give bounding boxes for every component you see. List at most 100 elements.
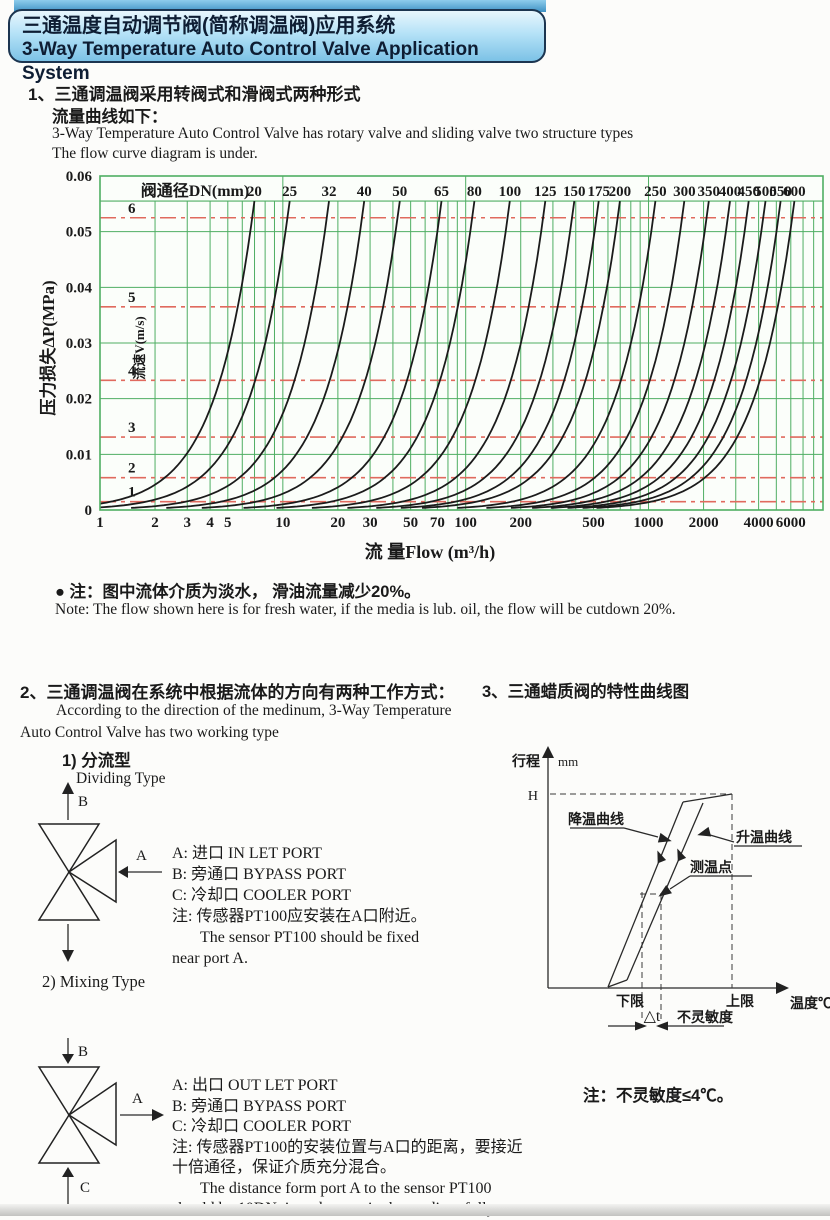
section1-heading-zh: 1、三通调温阀采用转阀式和滑阀式两种形式: [28, 85, 361, 104]
dn-label: 50: [392, 184, 407, 200]
flow-curve-dn-200: [421, 200, 621, 509]
plot-border: [99, 175, 824, 511]
dividing-legend-note-zh: 注: 传感器PT100应安装在A口附近。: [172, 908, 427, 925]
y-tick-label: 0.04: [66, 280, 93, 296]
port-c-arrow-down-icon: [62, 950, 74, 962]
x-tick-label: 3: [183, 515, 191, 531]
section2-line-en1: According to the direction of the medinu…: [56, 702, 452, 719]
mixing-valve-diagram: B A C: [37, 1038, 164, 1212]
flow-curve-dn-20: [99, 200, 256, 505]
valve-top-triangle: [37, 1066, 101, 1117]
upper-limit-label: 上限: [726, 993, 754, 1009]
y-tick-label: 0.01: [66, 447, 92, 463]
port-b-label: B: [78, 1044, 88, 1060]
dn-label: 600: [783, 184, 806, 200]
dn-label: 500: [754, 184, 777, 200]
flow-curve-dn-32: [131, 200, 330, 509]
x-axis-arrow-icon: [776, 982, 789, 994]
dn-label: 150: [563, 184, 586, 200]
flow-curve-dn-175: [400, 200, 600, 509]
y-tick-label: 0.02: [66, 392, 92, 408]
page-title-en: 3-Way Temperature Auto Control Valve App…: [22, 39, 479, 84]
flow-curve-dn-65: [243, 200, 443, 509]
wax-valve-characteristic-diagram: 行程 mm H 降温曲线 升温曲线 测温点 下限 上限 温度℃ △t 不灵敏度: [511, 746, 830, 1031]
valve-bottom-triangle: [37, 870, 101, 921]
title-banner: 三通温度自动调节阀(简称调温阀)应用系统 3-Way Temperature A…: [8, 9, 546, 84]
heating-curve-label: 升温曲线: [736, 829, 792, 845]
x-tick-label: 100: [454, 515, 477, 531]
dividing-legend-note-en1: The sensor PT100 should be fixed: [200, 929, 420, 946]
dividing-legend-b: B: 旁通口 BYPASS PORT: [172, 866, 347, 883]
measuring-label-leader: [669, 875, 691, 890]
y-axis-title: 压力损失ΔP(MPa): [38, 280, 58, 415]
delta-t-label: △t: [644, 1008, 661, 1025]
stroke-axis-label: 行程: [511, 753, 540, 769]
y-tick-label: 0.05: [66, 225, 92, 241]
dn-label: 65: [434, 184, 449, 200]
chart-note-en: Note: The flow shown here is for fresh w…: [55, 601, 676, 618]
chart-note-zh: ● 注：图中流体介质为淡水， 滑油流量减少20%。: [55, 583, 421, 601]
dn-label: 550: [769, 184, 792, 200]
cooling-label-arrow-icon: [657, 832, 672, 843]
port-b-arrow-down-icon: [62, 1054, 74, 1064]
flow-curve-dn-50: [201, 200, 401, 509]
dividing-legend-c: C: 冷却口 COOLER PORT: [172, 887, 352, 904]
velocity-label: 4: [128, 363, 136, 379]
section3-heading: 3、三通蜡质阀的特性曲线图: [482, 683, 690, 701]
page-title-zh: 三通温度自动调节阀(简称调温阀)应用系统: [22, 15, 396, 37]
top-edge-line: [682, 793, 733, 803]
x-tick-label: 1000: [634, 515, 664, 531]
dn-label: 40: [357, 184, 372, 200]
lower-limit-label: 下限: [616, 993, 644, 1009]
port-c-label: C: [80, 1180, 90, 1196]
velocity-label: 1: [128, 485, 136, 501]
heating-label-leader: [709, 834, 735, 843]
valve-right-triangle: [67, 838, 117, 904]
heating-label-arrow-icon: [697, 826, 712, 837]
dn-label: 300: [673, 184, 696, 200]
port-a-label: A: [136, 848, 147, 864]
x-tick-label: 2000: [689, 515, 719, 531]
valve-bottom-triangle: [37, 1113, 101, 1164]
mixing-legend-note-zh2: 十倍通径，保证介质充分混合。: [172, 1159, 397, 1176]
flow-curve-dn-550: [582, 200, 782, 509]
cooling-curve-label: 降温曲线: [568, 811, 624, 827]
x-tick-label: 70: [430, 515, 445, 531]
x-tick-label: 20: [330, 515, 345, 531]
section2-heading-zh: 2、三通调温阀在系统中根据流体的方向有两种工作方式：: [20, 683, 455, 702]
cooling-label-leader: [623, 827, 659, 838]
flow-curve-dn-80: [276, 200, 476, 509]
flow-curve-dn-400: [532, 200, 731, 509]
flow-curve-dn-250: [457, 200, 657, 509]
y-tick-label: 0.03: [66, 336, 92, 352]
section1-line-en1: 3-Way Temperature Auto Control Valve has…: [52, 125, 634, 142]
y-tick-label: 0: [85, 503, 93, 519]
port-a-arrow-right-icon: [152, 1109, 164, 1121]
dn-label: 250: [644, 184, 667, 200]
measuring-point-label: 测温点: [690, 859, 732, 875]
velocity-label: 2: [128, 461, 136, 477]
x-tick-label: 4: [206, 515, 214, 531]
section2-item1-en: Dividing Type: [76, 770, 166, 787]
mixing-legend-c: C: 冷却口 COOLER PORT: [172, 1118, 352, 1135]
dn-label: 200: [609, 184, 632, 200]
x-tick-label: 5: [224, 515, 232, 531]
port-a-arrow-left-icon: [118, 866, 128, 878]
flow-curve-dn-450: [550, 200, 750, 509]
section3-note: 注：不灵敏度≤4℃。: [583, 1087, 734, 1105]
flow-curve-dn-300: [486, 200, 686, 509]
port-a-label: A: [132, 1091, 143, 1107]
dn-label: 400: [719, 184, 742, 200]
mixing-legend-a: A: 出口 OUT LET PORT: [172, 1077, 338, 1094]
mixing-legend-note-zh1: 注: 传感器PT100的安装位置与A口的距离，要接近: [172, 1138, 523, 1156]
dividing-valve-diagram: B A: [37, 782, 162, 962]
x-tick-label: 200: [509, 515, 532, 531]
dn-label: 450: [737, 184, 760, 200]
valve-top-triangle: [37, 823, 101, 874]
flow-curve-dn-25: [99, 200, 291, 509]
dimension-arrow-right-icon: [635, 1021, 647, 1031]
x-tick-label: 50: [403, 515, 418, 531]
dn-label: 32: [322, 184, 337, 200]
flow-curve-dn-150: [376, 200, 576, 509]
